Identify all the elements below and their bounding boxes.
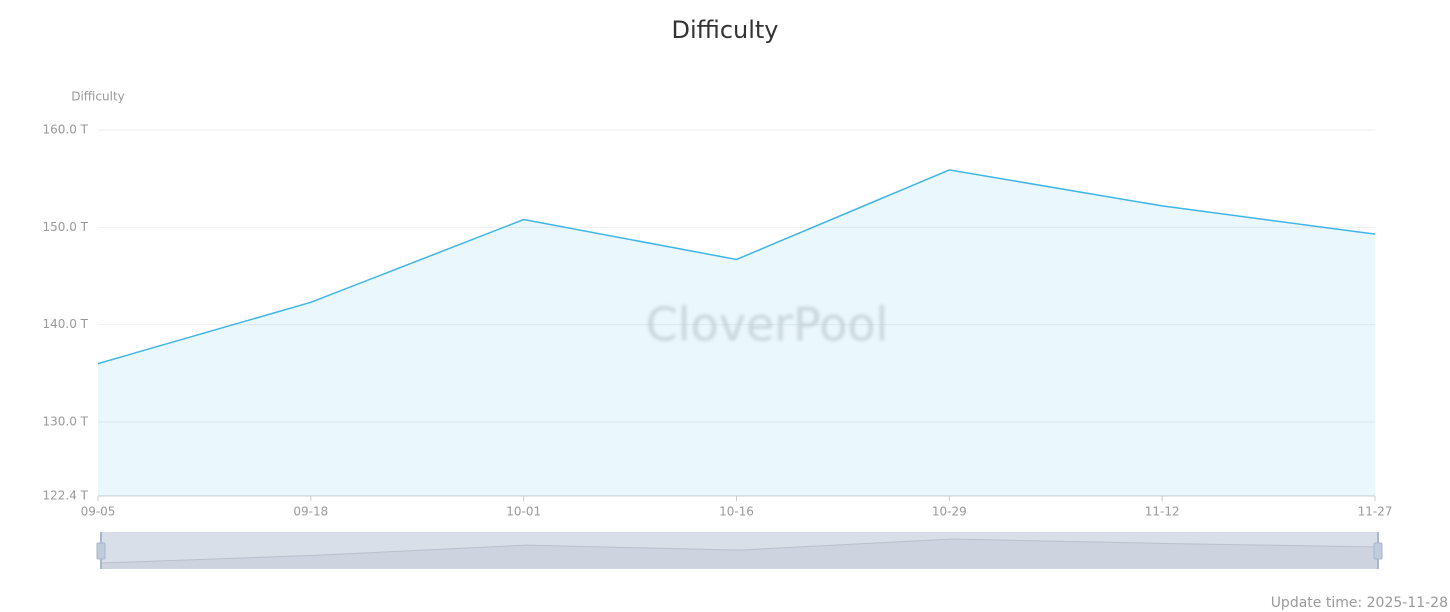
- y-tick-label: 122.4 T: [43, 489, 89, 503]
- x-tick-label: 09-18: [293, 505, 328, 519]
- zoom-line: [100, 538, 1379, 564]
- zoom-handle[interactable]: [1373, 542, 1383, 560]
- area: [98, 169, 1375, 496]
- chart-title: Difficulty: [671, 16, 778, 44]
- y-tick-label: 150.0 T: [43, 220, 89, 234]
- x-tick-label: 11-12: [1145, 505, 1180, 519]
- footer: Update time: 2025-11-28: [1271, 595, 1448, 611]
- zoom-area: [101, 539, 1378, 569]
- x-tick-label: 11-27: [1358, 505, 1393, 519]
- x-tick-label: 10-29: [932, 505, 967, 519]
- x-tick-label: 09-05: [81, 505, 116, 519]
- x-tick-label: 10-16: [719, 505, 754, 519]
- watermark: CloverPool: [646, 298, 889, 352]
- y-tick-label: 160.0 T: [43, 123, 89, 137]
- y-axis-label: Difficulty: [71, 90, 125, 104]
- line: [97, 169, 1376, 365]
- y-tick-label: 140.0 T: [43, 317, 89, 331]
- zoom-handle[interactable]: [96, 542, 106, 560]
- x-tick-label: 10-01: [506, 505, 541, 519]
- y-tick-label: 130.0 T: [43, 415, 89, 429]
